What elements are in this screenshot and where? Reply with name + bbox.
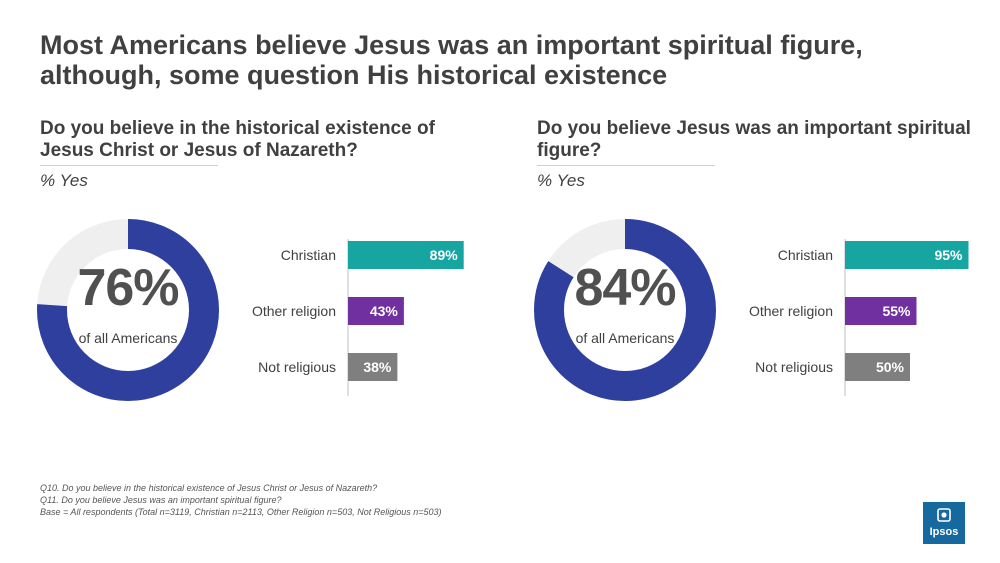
category-label: Not religious [258,359,336,375]
category-label: Other religion [749,303,833,319]
chart-spiritual-figure: Do you believe Jesus was an important sp… [534,118,1000,418]
category-label: Other religion [252,303,336,319]
footnote-base: Base = All respondents (Total n=3119, Ch… [40,507,442,517]
bar-value-label: 50% [876,359,905,375]
unit-label: % Yes [537,171,585,190]
ipsos-logo-icon [937,508,951,522]
bar-other-religion [845,297,917,325]
donut-chart: 84% of all Americans [533,218,717,402]
bar-other-religion [348,297,404,325]
bar-value-label: 38% [363,359,392,375]
donut-total-label: of all Americans [78,330,178,346]
bar-value-label: 43% [370,303,399,319]
donut-svg [534,219,716,401]
unit-label: % Yes [40,171,88,190]
page-title: Most Americans believe Jesus was an impo… [40,30,863,90]
donut-total-label: of all Americans [575,330,675,346]
bar-value-label: 89% [430,247,459,263]
bar-not-religious [845,353,910,381]
ipsos-logo: Ipsos [923,502,965,544]
bar-christian [348,241,464,269]
divider [537,165,715,166]
question-title: Do you believe in the historical existen… [40,118,435,161]
footnote-q10: Q10. Do you believe in the historical ex… [40,483,378,493]
donut-total-value: 84% [574,259,676,317]
category-label: Not religious [755,359,833,375]
donut-total-value: 76% [77,259,179,317]
bar-chart: Christian 95% Other religion 55% Not religio… [733,239,993,409]
logo-text: Ipsos [929,526,959,538]
donut-svg [37,219,219,401]
bar-christian [845,241,969,269]
chart-historical-existence: Do you believe in the historical existen… [37,118,510,418]
bar-not-religious [348,353,398,381]
donut-fill [37,219,219,401]
donut-chart: 76% of all Americans [36,218,220,402]
bar-chart: Christian 89% Other religion 43% Not religio… [236,239,496,409]
bar-svg: Christian 89% Other religion 43% Not religio… [252,239,464,396]
category-label: Christian [778,247,833,263]
divider [40,165,218,166]
question-title: Do you believe Jesus was an important sp… [537,118,971,161]
bar-value-label: 55% [882,303,911,319]
footnotes: Q10. Do you believe in the historical ex… [40,482,442,518]
footnote-q11: Q11. Do you believe Jesus was an importa… [40,495,282,505]
bar-value-label: 95% [934,247,963,263]
bar-svg: Christian 95% Other religion 55% Not religio… [749,239,969,396]
category-label: Christian [281,247,336,263]
donut-fill [534,219,716,401]
